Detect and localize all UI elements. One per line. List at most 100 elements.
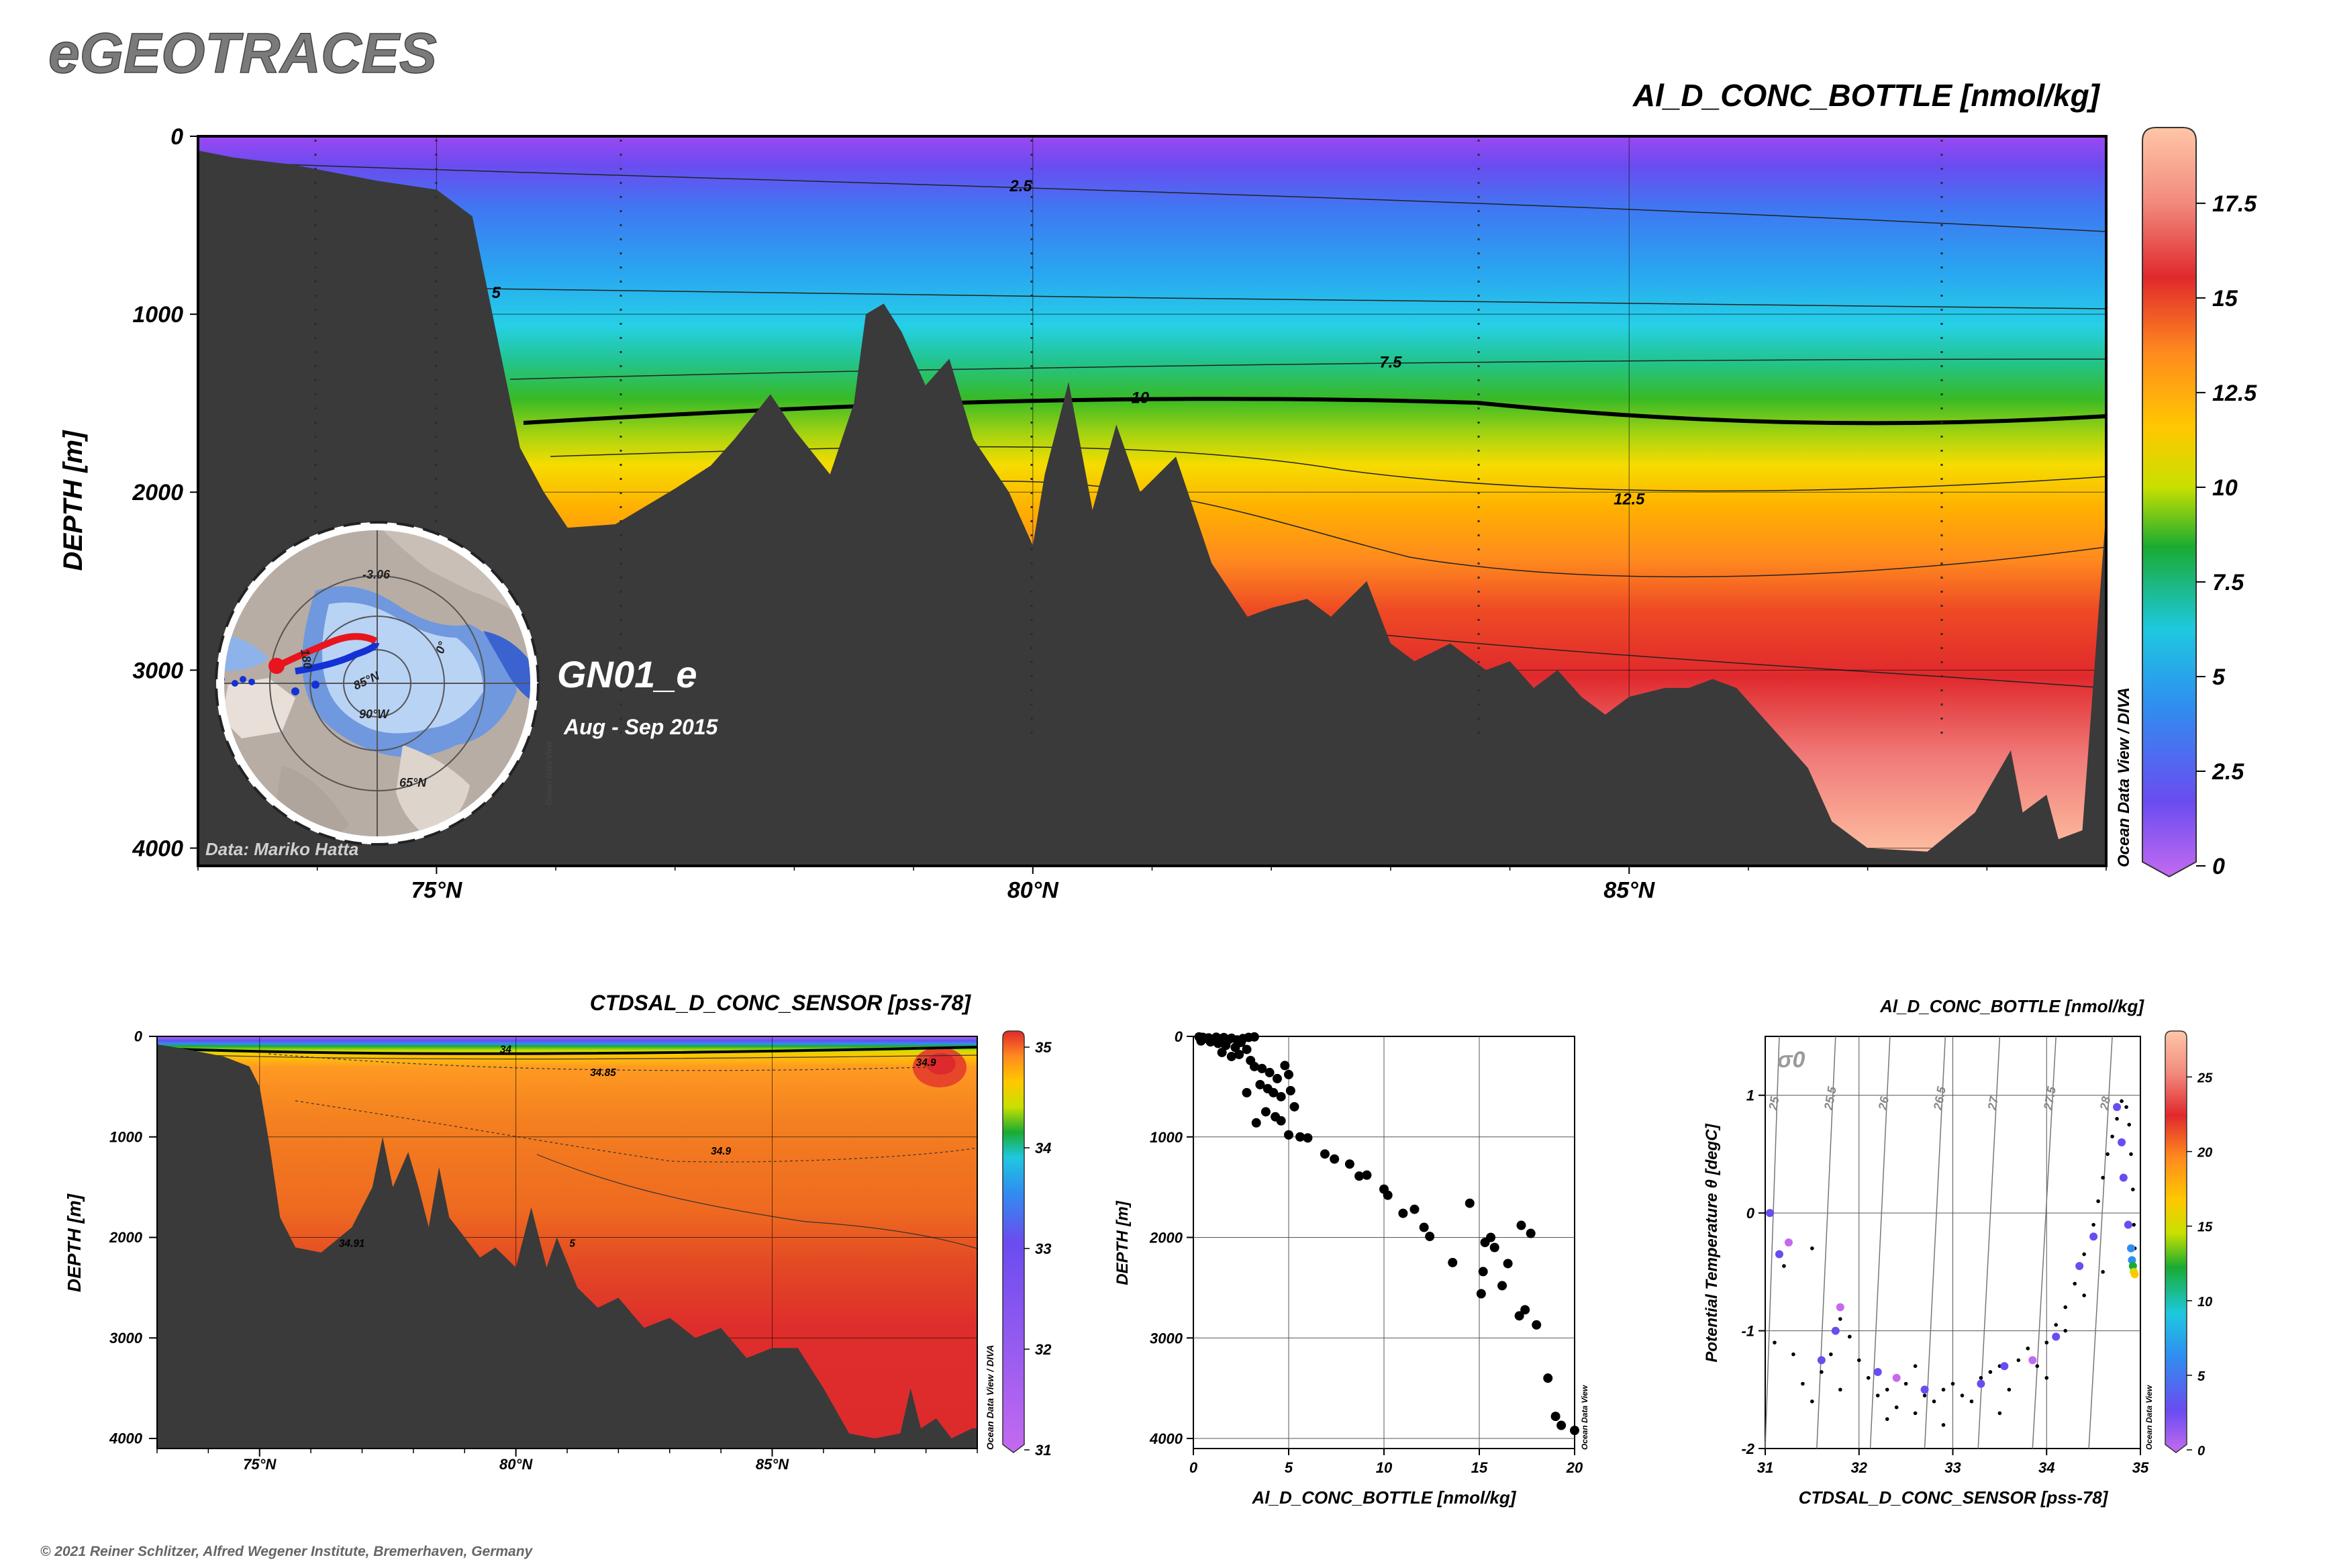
data-point xyxy=(1913,1364,1918,1368)
map-label-0: 0° xyxy=(433,640,450,656)
x-tick-label: 10 xyxy=(1376,1459,1393,1476)
main-ylabel: DEPTH [m] xyxy=(58,430,88,571)
data-point xyxy=(1988,1370,1993,1374)
colored-data-point xyxy=(2075,1262,2084,1271)
scatter1-y-ticks: 0 1000 2000 3000 4000 xyxy=(1149,1028,1193,1447)
data-point xyxy=(2044,1375,2049,1380)
contour-label: 10 xyxy=(1131,389,1148,407)
x-tick-label: 75°N xyxy=(411,878,462,903)
data-point xyxy=(1885,1387,1889,1392)
data-point xyxy=(1810,1400,1814,1404)
main-contour-labels: 2.5 5 7.5 10 12.5 xyxy=(492,177,1646,509)
data-point xyxy=(1782,1264,1786,1268)
colored-data-point xyxy=(2028,1356,2037,1365)
ts-x-ticks: 31 32 33 34 35 xyxy=(1757,1449,2149,1476)
data-point xyxy=(1773,1340,1777,1344)
y-tick-label: 0 xyxy=(1175,1028,1183,1045)
data-point xyxy=(1913,1411,1918,1416)
cruise-dates: Aug - Sep 2015 xyxy=(563,715,719,739)
colored-data-point xyxy=(1977,1379,1985,1388)
main-station-ticks xyxy=(314,140,1943,738)
ts-sigma-label: σ0 xyxy=(1777,1047,1805,1073)
data-point xyxy=(1205,1037,1216,1047)
data-point xyxy=(2132,1222,2136,1227)
isopycnal-label: 26 xyxy=(1876,1095,1892,1112)
x-tick-label: 0 xyxy=(1189,1459,1198,1476)
contour-label: 34.9 xyxy=(711,1146,731,1157)
y-tick-label: 3000 xyxy=(109,1330,143,1346)
contour-line xyxy=(1342,630,2106,689)
colorbar-label: 34 xyxy=(1035,1140,1051,1157)
scatter1-gridlines xyxy=(1193,1036,1575,1449)
isopycnal-label: 28 xyxy=(2097,1095,2113,1112)
data-point xyxy=(1303,1133,1313,1143)
ts-diagram: Al_D_CONC_BOTTLE [nmol/kg] 25 25.5 26 26.5 2… xyxy=(1703,996,2213,1508)
data-point xyxy=(1801,1381,1805,1386)
data-point xyxy=(1875,1393,1880,1398)
contour-label: 34.85 xyxy=(590,1067,616,1079)
contour-label: 2.5 xyxy=(1009,177,1032,195)
contour-label: 34.91 xyxy=(339,1238,365,1250)
data-point xyxy=(1255,1079,1265,1089)
data-point xyxy=(1213,1038,1223,1048)
colorbar-label: 15 xyxy=(2197,1220,2213,1235)
x-tick-label: 80°N xyxy=(499,1456,533,1473)
ts-ylabel: Potential Temperature θ [degC] xyxy=(1703,1123,1721,1362)
data-point xyxy=(1550,1412,1561,1422)
section-label: GN01_e xyxy=(557,653,697,695)
contour-label: 5 xyxy=(569,1238,575,1250)
data-point xyxy=(1570,1426,1579,1436)
main-x-ticks: 75°N 80°N 85°N xyxy=(197,866,2107,903)
data-point xyxy=(1810,1246,1814,1251)
data-point xyxy=(1476,1289,1486,1299)
data-point xyxy=(1379,1184,1389,1194)
y-tick-label: 2000 xyxy=(109,1229,143,1246)
colored-data-point xyxy=(1892,1373,1901,1382)
colored-data-point xyxy=(2127,1244,2136,1253)
sal-watermark: Ocean Data View / DIVA xyxy=(985,1345,995,1450)
data-point xyxy=(1196,1036,1206,1046)
sal-contours xyxy=(157,1046,977,1249)
x-tick-label: 34 xyxy=(2038,1459,2054,1476)
data-point xyxy=(1242,1044,1252,1055)
ts-colorbar-ticks: 0 5 10 15 20 25 xyxy=(2187,1071,2213,1459)
colored-data-point xyxy=(1920,1385,1929,1394)
data-point xyxy=(1838,1387,1842,1392)
contour-line xyxy=(157,1053,977,1060)
data-point xyxy=(2044,1340,2049,1344)
data-point xyxy=(2073,1281,2077,1286)
data-point xyxy=(1489,1242,1499,1253)
y-tick-label: 1000 xyxy=(109,1128,143,1145)
data-point xyxy=(2063,1305,2067,1310)
main-colorbar: 0 2.5 5 7.5 10 12.5 15 17.5 xyxy=(2142,127,2257,879)
data-point xyxy=(2054,1323,2059,1327)
data-point xyxy=(1478,1267,1488,1277)
data-point xyxy=(1354,1171,1365,1181)
ts-isopycnals: 25 25.5 26 26.5 27 27.5 28 xyxy=(1765,1036,2113,1449)
colored-data-point xyxy=(1873,1367,1882,1376)
data-point xyxy=(1969,1400,1974,1404)
data-point xyxy=(2131,1187,2135,1191)
colorbar-label: 35 xyxy=(1035,1039,1052,1056)
data-point xyxy=(2115,1117,2119,1121)
colored-data-point xyxy=(2130,1270,2139,1279)
data-point xyxy=(1894,1405,1899,1410)
colored-data-point xyxy=(1831,1326,1840,1335)
data-point xyxy=(1903,1381,1908,1386)
x-tick-label: 20 xyxy=(1566,1459,1583,1476)
y-tick-label: 0 xyxy=(170,124,183,150)
sal-y-ticks: 0 1000 2000 3000 4000 xyxy=(109,1028,157,1447)
ts-colorbar: 0 5 10 15 20 25 xyxy=(2165,1030,2213,1459)
colorbar-label: 15 xyxy=(2212,286,2238,311)
main-section-plot: Al_D_CONC_BOTTLE [nmol/kg] DEPTH [m] 2.5… xyxy=(58,78,2257,903)
brand-logo: eGEOTRACES xyxy=(48,21,437,85)
colorbar-label: 2.5 xyxy=(2212,759,2244,785)
y-tick-label: 1 xyxy=(1746,1087,1754,1104)
ts-colored-points xyxy=(1765,1103,2139,1394)
colored-data-point xyxy=(2113,1103,2122,1112)
data-point xyxy=(1556,1420,1567,1430)
x-tick-label: 85°N xyxy=(756,1456,789,1473)
data-point xyxy=(1820,1370,1824,1374)
contour-label: 34.9 xyxy=(916,1057,936,1069)
contour-line xyxy=(198,160,2106,232)
